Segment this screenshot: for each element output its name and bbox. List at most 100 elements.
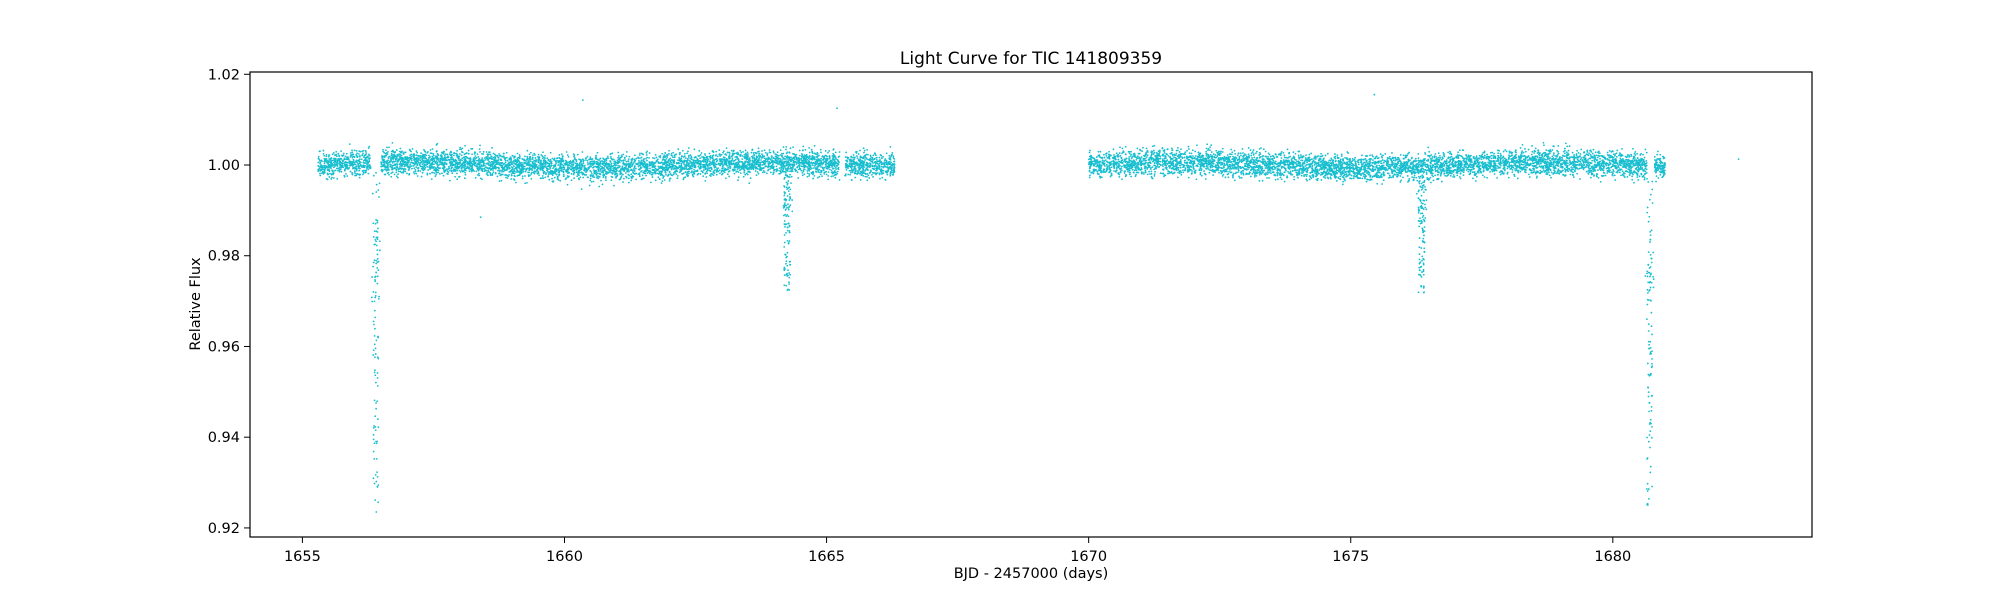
data-point [325, 155, 328, 158]
data-point [867, 174, 870, 177]
data-point [511, 172, 514, 175]
data-point [521, 158, 524, 160]
data-point [715, 170, 718, 173]
data-point [683, 166, 686, 168]
data-point [687, 157, 689, 160]
data-point [889, 145, 892, 148]
data-point [661, 180, 664, 183]
data-point [884, 170, 887, 173]
data-point [394, 167, 396, 170]
data-point [351, 173, 354, 176]
data-point [573, 154, 576, 157]
data-point [621, 173, 624, 176]
data-point [737, 158, 740, 161]
data-point [380, 165, 383, 168]
data-point [530, 164, 533, 167]
data-point [501, 169, 503, 172]
data-point [827, 178, 830, 181]
data-point [382, 148, 384, 151]
data-point [601, 169, 604, 172]
data-point [778, 160, 780, 162]
data-point [396, 176, 399, 179]
data-point [410, 155, 413, 158]
data-point [755, 161, 758, 163]
data-point [593, 176, 596, 179]
data-point [771, 163, 774, 166]
data-point [464, 169, 467, 172]
data-point [703, 163, 706, 166]
data-point [624, 172, 627, 174]
data-point [531, 158, 534, 161]
data-point [617, 156, 619, 159]
data-point [891, 154, 893, 156]
data-point [708, 152, 711, 155]
data-point [804, 161, 807, 164]
data-point [556, 175, 559, 178]
data-point [678, 165, 681, 168]
data-point [882, 169, 885, 172]
data-point [746, 151, 749, 154]
data-point [457, 161, 459, 164]
data-point [351, 162, 353, 164]
data-point [349, 152, 352, 154]
data-point [323, 164, 325, 167]
data-point [851, 171, 854, 174]
data-point [582, 162, 585, 165]
data-point [712, 174, 715, 177]
data-point [602, 174, 605, 177]
data-point [684, 176, 687, 179]
data-point [815, 160, 818, 163]
data-point [588, 184, 591, 187]
data-point [863, 149, 866, 152]
data-point [811, 150, 814, 153]
data-point [476, 153, 479, 156]
data-point [797, 177, 800, 179]
data-point [506, 164, 509, 166]
data-point [451, 172, 454, 175]
data-point [601, 165, 604, 168]
data-point [792, 146, 795, 149]
data-point [698, 167, 701, 170]
data-point [502, 170, 505, 173]
data-point [811, 173, 814, 176]
data-point [605, 157, 608, 160]
data-point [563, 175, 565, 177]
data-point [575, 159, 577, 161]
data-point [870, 169, 872, 172]
data-point [418, 154, 420, 157]
data-point [583, 164, 586, 167]
data-point [606, 155, 609, 158]
data-point [340, 170, 343, 173]
data-point [857, 153, 860, 155]
data-point [323, 154, 326, 157]
data-point [677, 148, 680, 151]
data-point [757, 165, 760, 168]
data-point [605, 179, 607, 182]
data-point [496, 166, 498, 169]
data-point [504, 169, 507, 172]
data-point [716, 155, 719, 158]
data-point [602, 171, 604, 174]
data-point [710, 163, 713, 166]
data-point [497, 161, 500, 164]
data-point [764, 160, 767, 163]
data-point [570, 168, 573, 171]
data-point [692, 175, 695, 178]
data-point [627, 181, 630, 184]
data-point [837, 156, 840, 158]
data-point [673, 156, 676, 159]
data-point [693, 172, 696, 175]
data-point [641, 174, 644, 177]
data-point [352, 167, 354, 170]
data-point [357, 167, 360, 169]
data-point [744, 149, 747, 152]
data-point [654, 167, 657, 170]
data-point [867, 158, 870, 161]
data-point [889, 174, 892, 177]
data-point [356, 152, 358, 155]
data-point [389, 163, 392, 166]
data-point [418, 163, 421, 166]
data-point [652, 157, 654, 159]
data-point [415, 150, 418, 153]
data-point [756, 163, 759, 166]
